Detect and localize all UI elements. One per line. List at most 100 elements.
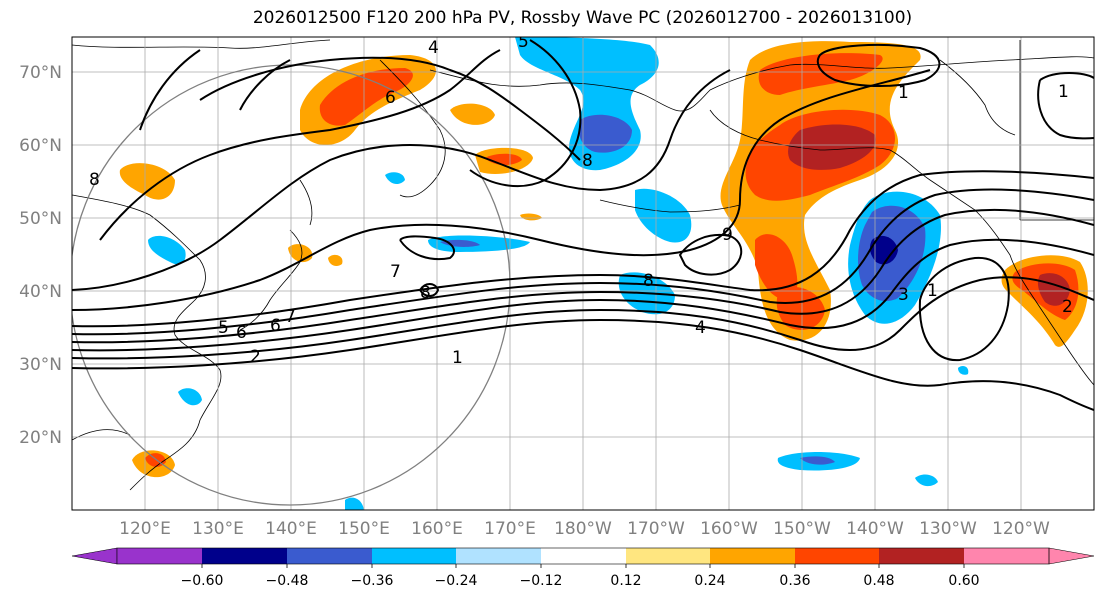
pv-positive-region	[119, 163, 175, 200]
pv-negative-region	[958, 366, 969, 375]
lon-label: 120°E	[119, 519, 171, 539]
colorbar-segment	[287, 548, 372, 564]
contour-label: 6	[236, 323, 247, 343]
contour-label: 8	[89, 170, 100, 190]
contour-label: 4	[428, 38, 439, 58]
lat-label: 60°N	[19, 136, 62, 156]
colorbar-segment	[456, 548, 541, 564]
colorbar-tick-label: −0.12	[520, 573, 563, 589]
pv-contour	[418, 283, 440, 297]
lat-label: 30°N	[19, 355, 62, 375]
colorbar-tick-label: 0.12	[610, 573, 641, 589]
pv-positive-region	[328, 254, 343, 266]
lon-label: 150°E	[338, 519, 390, 539]
colorbar-segment	[626, 548, 710, 564]
pv-contours	[72, 39, 1094, 411]
pv-anomaly-shading	[119, 37, 1088, 510]
pv-positive-region	[788, 124, 876, 170]
latitude-labels: 70°N 60°N 50°N 40°N 30°N 20°N	[19, 63, 62, 448]
contour-label: 3	[898, 285, 909, 305]
colorbar-segment	[879, 548, 964, 564]
pv-negative-region	[915, 474, 938, 487]
longitude-labels: 120°E 130°E 140°E 150°E 160°E 170°E 180°…	[119, 519, 1050, 539]
pv-contour	[72, 188, 1094, 336]
reference-circle	[72, 64, 511, 506]
coastline-aleutians	[599, 199, 741, 213]
colorbar-segment	[964, 548, 1049, 564]
pv-contour	[816, 43, 941, 87]
pv-positive-region	[450, 103, 495, 125]
colorbar-segment	[202, 548, 287, 564]
pv-contour	[72, 170, 1094, 328]
pv-negative-region	[800, 456, 835, 465]
colorbar-segment	[795, 548, 879, 564]
pv-contour	[469, 39, 582, 187]
lon-label: 130°E	[192, 519, 244, 539]
lat-label: 50°N	[19, 209, 62, 229]
pv-positive-region	[758, 53, 883, 95]
lon-label: 170°E	[484, 519, 536, 539]
pv-contour	[678, 234, 743, 276]
lat-label: 40°N	[19, 282, 62, 302]
contour-label: 2	[250, 347, 261, 367]
lon-label: 160°E	[411, 519, 463, 539]
pv-contour	[99, 49, 501, 241]
pv-positive-region	[755, 234, 798, 300]
coastline-kamchatka	[379, 59, 446, 198]
map-title: 2026012500 F120 200 hPa PV, Rossby Wave …	[252, 8, 913, 28]
colorbar-segment	[372, 548, 456, 564]
colorbar-tick-label: 0.60	[948, 573, 979, 589]
colorbar-segment	[1048, 547, 1095, 565]
colorbar-tick-label: 0.36	[779, 573, 810, 589]
coastlines	[72, 39, 1094, 491]
lon-label: 140°E	[265, 519, 317, 539]
pv-contour	[72, 318, 1094, 411]
coastline-japan	[239, 179, 313, 331]
pv-negative-region	[869, 235, 898, 265]
pv-negative-region	[385, 172, 405, 185]
colorbar-tick-label: −0.24	[435, 573, 478, 589]
contour-label: 1	[927, 281, 938, 301]
colorbar-tick-label: −0.48	[266, 573, 309, 589]
contour-label: 6	[385, 88, 396, 108]
contour-label: 8	[420, 283, 431, 303]
pv-contour	[72, 208, 1094, 344]
pv-negative-region	[345, 497, 364, 510]
contour-label: 5	[518, 32, 529, 52]
contour-label: 4	[695, 318, 706, 338]
colorbar-tick-label: 0.24	[694, 573, 725, 589]
lon-label: 180°W	[554, 519, 612, 539]
contour-label: 7	[285, 307, 296, 327]
pv-contour	[72, 238, 1094, 352]
lon-label: 130°W	[919, 519, 977, 539]
contour-label: 5	[218, 318, 229, 338]
contour-label: 8	[582, 151, 593, 171]
lon-label: 170°W	[627, 519, 685, 539]
pv-contour	[72, 69, 731, 291]
contour-label: 1	[452, 348, 463, 368]
colorbar-segment	[710, 548, 795, 564]
colorbar: −0.60 −0.48 −0.36 −0.24 −0.12 0.12 0.24 …	[71, 547, 1095, 589]
pv-contour	[918, 256, 1010, 362]
pv-positive-region	[520, 213, 542, 221]
pv-negative-region	[635, 188, 692, 243]
lon-label: 140°W	[846, 519, 904, 539]
contour-label: 2	[1062, 297, 1073, 317]
pv-contour	[399, 235, 455, 260]
contour-label: 9	[722, 225, 733, 245]
colorbar-tick-label: 0.48	[863, 573, 894, 589]
lon-label: 120°W	[992, 519, 1050, 539]
contour-labels: 4 5 6 6 8 8 8 8 9 7 1 2 5 6 7 4 1 3 2 1 …	[89, 32, 1073, 368]
lat-label: 70°N	[19, 63, 62, 83]
colorbar-tick-label: −0.36	[351, 573, 394, 589]
pv-positive-region	[319, 68, 413, 126]
contour-label: 7	[390, 262, 401, 282]
colorbar-segment	[541, 548, 626, 564]
lon-label: 160°W	[700, 519, 758, 539]
lon-label: 150°W	[773, 519, 831, 539]
pv-positive-region	[776, 286, 825, 330]
contour-label: 6	[270, 316, 281, 336]
contour-label: 8	[643, 271, 654, 291]
pv-contour	[139, 49, 291, 131]
